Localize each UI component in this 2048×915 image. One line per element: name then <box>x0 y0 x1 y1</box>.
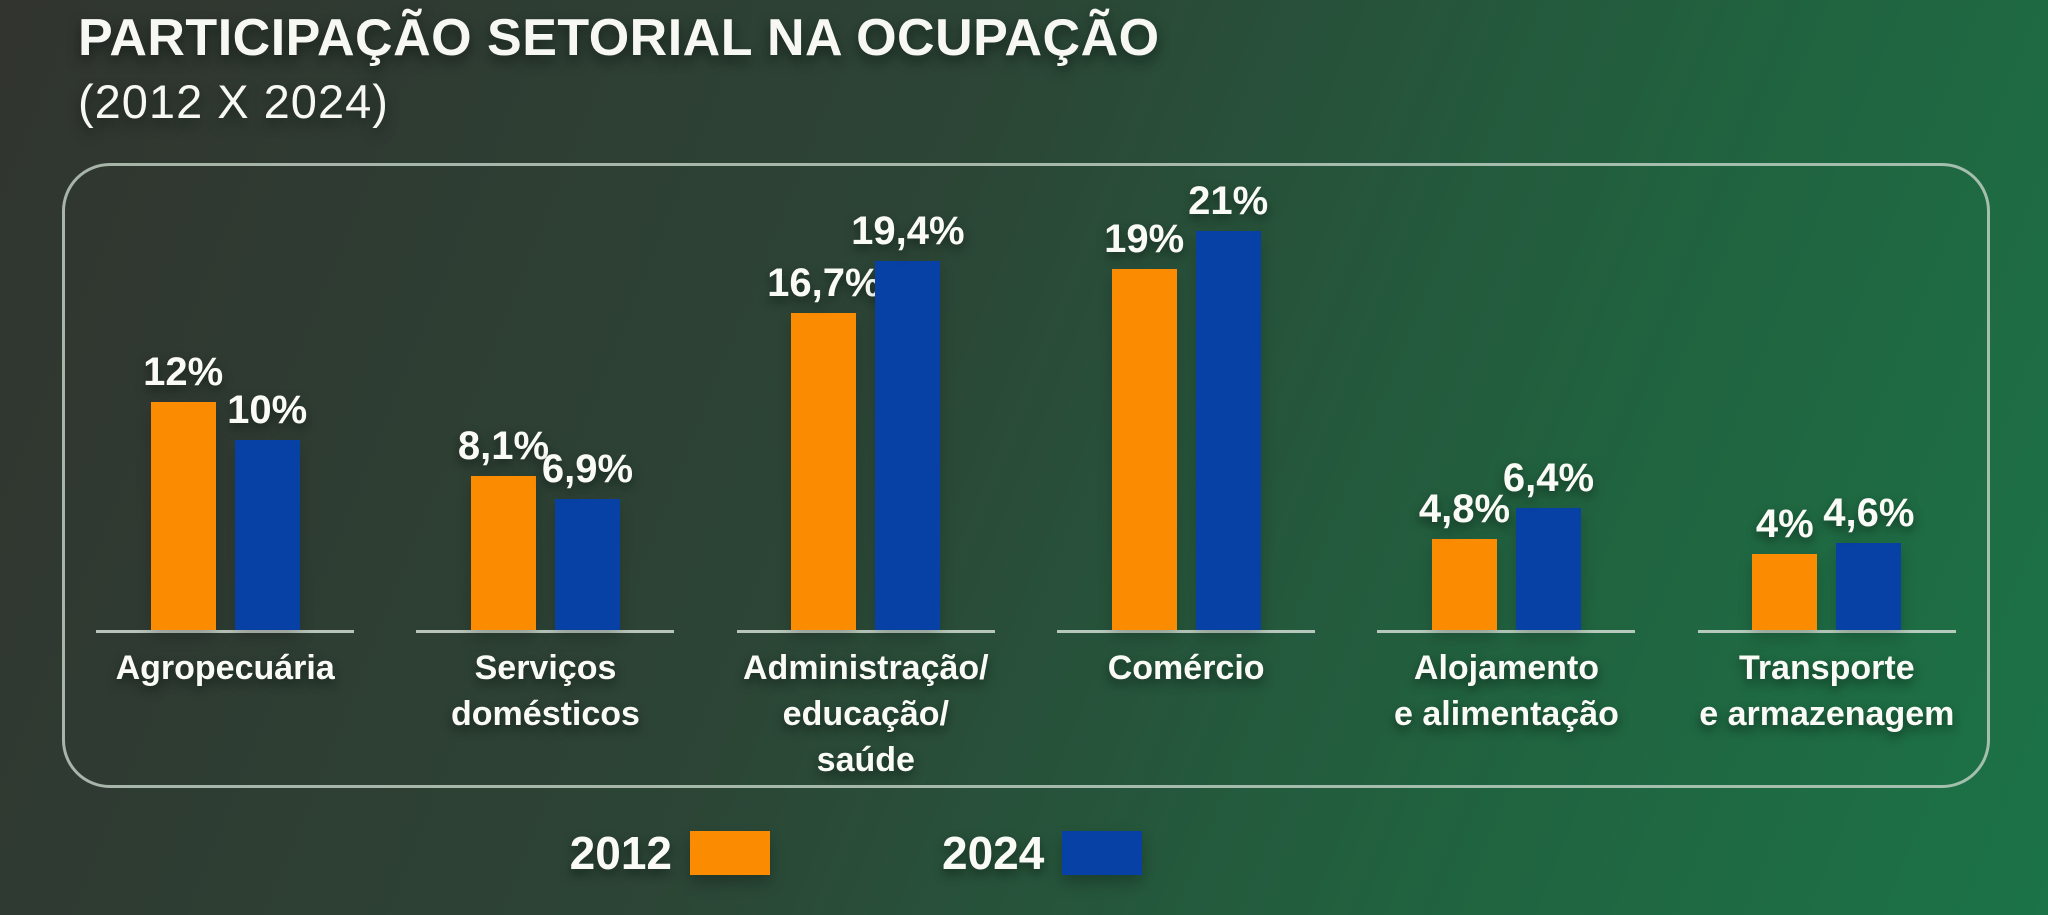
bar-2024-administrac-a-o-educac-a-o-sau-de: 19,4% <box>851 209 965 630</box>
page-subtitle: (2012 X 2024) <box>78 75 389 128</box>
chart-group-administrac-a-o-educac-a-o-sau-de: 16,7% 19,4% Administração/ educação/ saúde <box>706 166 1026 785</box>
bar-2012-transporte-e-armazenagem: 4% <box>1752 502 1818 630</box>
chart-group-come-rcio: 19% 21% Comércio <box>1026 166 1346 785</box>
legend-label-2012: 2012 <box>569 827 672 879</box>
baseline <box>96 630 355 633</box>
value-label-2024-servic-os-dome-sticos: 6,9% <box>541 446 634 491</box>
bar-2024-servic-os-dome-sticos: 6,9% <box>542 447 633 630</box>
chart-panel: 12% 10% Agropecuária 8,1% 6,9% Serviços domés… <box>62 163 1990 788</box>
bar-2024-agropecua-ria: 10% <box>227 388 307 630</box>
page-title: PARTICIPAÇÃO SETORIAL NA OCUPAÇÃO <box>78 9 1160 67</box>
legend-label-2024: 2024 <box>942 827 1045 879</box>
baseline <box>1057 630 1316 633</box>
value-label-2024-come-rcio: 21% <box>1188 179 1269 223</box>
value-label-2024-agropecua-ria: 10% <box>227 388 308 432</box>
value-label-2024-alojamento-e-alimentac-a-o: 6,4% <box>1502 456 1595 501</box>
value-label-2012-servic-os-dome-sticos: 8,1% <box>457 424 550 469</box>
category-label-alojamento-e-alimentac-a-o: Alojamento e alimentação <box>1394 649 1619 733</box>
category-label-transporte-e-armazenagem: Transporte e armazenagem <box>1699 649 1955 733</box>
category-label-come-rcio: Comércio <box>1107 649 1265 687</box>
bar-2012-agropecua-ria: 12% <box>143 350 223 630</box>
chart-legend: 2012 2024 <box>0 818 1712 888</box>
category-label-agropecua-ria: Agropecuária <box>115 649 335 687</box>
bar-2024-transporte-e-armazenagem: 4,6% <box>1823 491 1914 630</box>
header: PARTICIPAÇÃO SETORIAL NA OCUPAÇÃO (2012 … <box>78 6 1160 129</box>
bar-2012-servic-os-dome-sticos: 8,1% <box>458 424 549 630</box>
value-label-2012-transporte-e-armazenagem: 4% <box>1755 502 1814 546</box>
value-label-2024-transporte-e-armazenagem: 4,6% <box>1823 490 1915 535</box>
bar-pair: 19% 21% <box>1104 166 1268 630</box>
chart-group-servic-os-dome-sticos: 8,1% 6,9% Serviços domésticos <box>385 166 705 785</box>
baseline <box>1377 630 1636 633</box>
value-label-2024-administrac-a-o-educac-a-o-sau-de: 19,4% <box>851 209 965 254</box>
bar-pair: 8,1% 6,9% <box>458 166 633 630</box>
category-label-servic-os-dome-sticos: Serviços domésticos <box>451 649 640 733</box>
value-label-2012-administrac-a-o-educac-a-o-sau-de: 16,7% <box>767 260 881 305</box>
bar-2024-alojamento-e-alimentac-a-o: 6,4% <box>1503 456 1594 630</box>
value-label-2012-alojamento-e-alimentac-a-o: 4,8% <box>1418 486 1511 531</box>
legend-item-2012: 2012 <box>570 826 770 880</box>
bar-pair: 4% 4,6% <box>1752 166 1914 630</box>
category-label-administrac-a-o-educac-a-o-sau-de: Administração/ educação/ saúde <box>743 649 989 779</box>
bar-pair: 16,7% 19,4% <box>767 166 965 630</box>
chart-group-alojamento-e-alimentac-a-o: 4,8% 6,4% Alojamento e alimentação <box>1346 166 1666 785</box>
baseline <box>416 630 675 633</box>
chart-group-transporte-e-armazenagem: 4% 4,6% Transporte e armazenagem <box>1667 166 1987 785</box>
chart-group-agropecua-ria: 12% 10% Agropecuária <box>65 166 385 785</box>
baseline <box>1697 630 1956 633</box>
bar-2012-administrac-a-o-educac-a-o-sau-de: 16,7% <box>767 261 881 630</box>
bar-2012-come-rcio: 19% <box>1104 217 1184 630</box>
bar-pair: 4,8% 6,4% <box>1419 166 1594 630</box>
baseline <box>736 630 995 633</box>
bar-2012-alojamento-e-alimentac-a-o: 4,8% <box>1419 487 1510 630</box>
legend-swatch-2024 <box>1062 831 1143 875</box>
legend-item-2024: 2024 <box>942 826 1143 880</box>
legend-swatch-2012 <box>690 831 770 875</box>
bar-pair: 12% 10% <box>143 166 307 630</box>
value-label-2012-come-rcio: 19% <box>1104 217 1185 261</box>
value-label-2012-agropecua-ria: 12% <box>143 350 224 394</box>
bar-2024-come-rcio: 21% <box>1188 179 1268 630</box>
chart-groups: 12% 10% Agropecuária 8,1% 6,9% Serviços domés… <box>65 166 1987 785</box>
